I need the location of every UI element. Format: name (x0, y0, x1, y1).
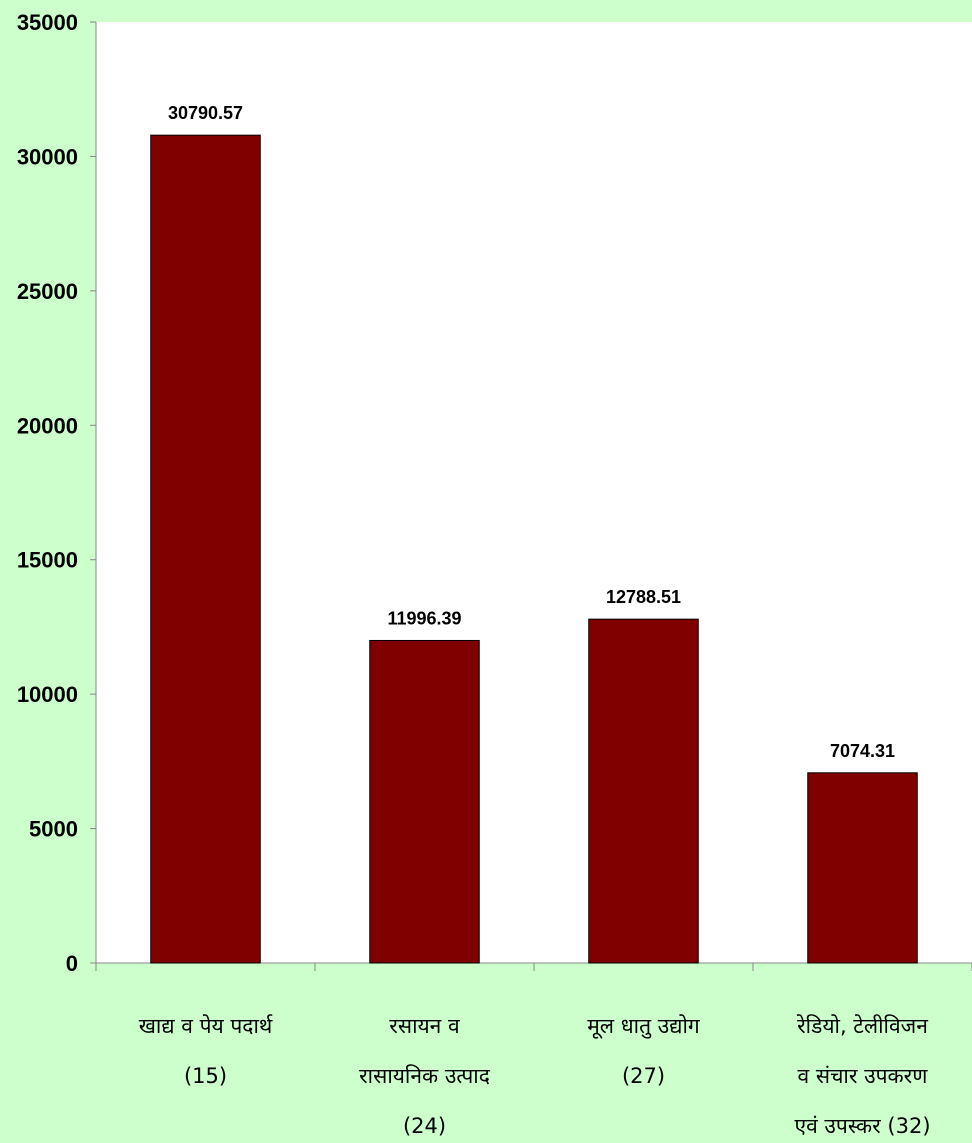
data-label-1: 30790.57 (168, 103, 243, 123)
bar-1 (150, 134, 261, 964)
y-axis: 0 5000 10000 15000 20000 25000 30000 35000 (17, 10, 97, 976)
category-label-2-line-3: (24) (403, 1114, 446, 1138)
y-tick-label: 35000 (17, 10, 78, 35)
category-label-1-line-1: खाद्य व पेय पदार्थ (139, 1014, 274, 1038)
category-label-3-line-1: मूल धातु उद्योग (587, 1014, 701, 1039)
y-tick-label: 5000 (29, 817, 78, 842)
bar-4 (807, 772, 918, 964)
category-label-2-line-1: रसायन व (389, 1014, 460, 1038)
category-label-2-line-2: रासायनिक उत्पाद (359, 1064, 491, 1088)
data-label-4: 7074.31 (830, 741, 895, 761)
category-label-3-line-2: (27) (622, 1064, 665, 1088)
bar-3 (588, 618, 699, 964)
y-tick-label: 10000 (17, 682, 78, 707)
category-label-4-line-3: एवं उपस्कर (32) (794, 1114, 930, 1138)
category-label-4-line-2: व संचार उपकरण (798, 1064, 929, 1088)
y-tick-label: 25000 (17, 279, 78, 304)
bar-2 (369, 639, 480, 964)
data-label-2: 11996.39 (387, 608, 461, 628)
data-label-3: 12788.51 (606, 587, 681, 607)
y-tick-label: 15000 (17, 548, 78, 573)
category-label-1-line-2: (15) (184, 1064, 227, 1088)
y-tick-label: 20000 (17, 413, 78, 438)
bar-series (150, 134, 918, 964)
y-tick-label: 30000 (17, 144, 78, 169)
y-tick-label: 0 (66, 951, 78, 976)
category-labels: खाद्य व पेय पदार्थ (15) रसायन व रासायनिक उत… (139, 1014, 931, 1138)
data-labels: 30790.57 11996.39 12788.51 7074.31 (168, 103, 895, 761)
x-axis (95, 962, 972, 971)
category-label-4-line-1: रेडियो, टेलीविजन (796, 1014, 928, 1038)
